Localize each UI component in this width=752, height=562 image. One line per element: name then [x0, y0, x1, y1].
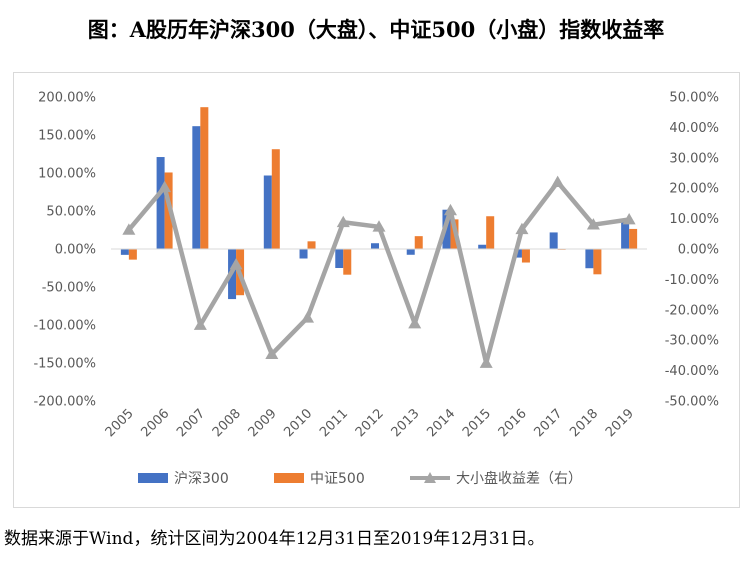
spread-marker [586, 218, 600, 230]
x-tick-label: 2011 [317, 406, 351, 440]
legend-swatch-hs300 [138, 473, 168, 483]
combo-chart: 200.00% 150.00% 100.00% 50.00% 0.00% -50.00% -… [33, 91, 719, 488]
y-left-tick-label: -100.00% [33, 319, 96, 334]
y-left-tick-label: 100.00% [38, 167, 96, 182]
hs300-bar [585, 249, 594, 269]
y-right-tick-label: 0.00% [678, 243, 719, 258]
zz500-bar [271, 149, 280, 249]
y-right-tick-label: -30.00% [665, 334, 719, 349]
zz500-bar [521, 249, 530, 263]
hs300-bar [406, 249, 415, 255]
y-right-tick-label: 30.00% [669, 151, 719, 166]
y-right-tick-label: -40.00% [665, 364, 719, 379]
legend-label-zz500: 中证500 [310, 471, 365, 487]
hs300-bar [513, 249, 522, 258]
hs300-bar [156, 157, 165, 249]
zz500-bar [200, 107, 209, 250]
y-right-tick-label: 50.00% [669, 91, 719, 106]
legend-marker-spread [424, 472, 436, 483]
spread-marker [408, 316, 422, 329]
chart-frame: 200.00% 150.00% 100.00% 50.00% 0.00% -50.00% -… [13, 72, 740, 508]
spread-marker [372, 220, 386, 232]
x-tick-label: 2018 [567, 406, 601, 440]
legend-label-spread: 大小盘收益差（右） [456, 470, 582, 487]
spread-marker [515, 222, 529, 235]
zz500-bar [343, 249, 352, 275]
spread-marker [622, 213, 636, 225]
spread-marker [193, 318, 207, 330]
hs300-bar [299, 249, 308, 259]
spread-marker [229, 258, 243, 270]
zz500-bar [414, 236, 423, 249]
hs300-bar [335, 249, 344, 268]
x-tick-label: 2014 [424, 406, 458, 440]
zz500-bar [128, 249, 137, 260]
x-tick-label: 2016 [496, 406, 530, 440]
zz500-bar [593, 249, 602, 275]
x-tick-label: 2015 [460, 406, 494, 440]
spread-marker [479, 356, 493, 368]
x-tick-label: 2006 [138, 406, 172, 440]
spread-marker [336, 215, 350, 228]
y-right-tick-label: -20.00% [665, 303, 719, 318]
x-tick-label: 2012 [353, 406, 387, 440]
y-right-tick-label: 10.00% [669, 212, 719, 227]
hs300-bar [621, 221, 630, 249]
y-left-tick-label: 50.00% [46, 205, 96, 220]
y-right-tick-label: -50.00% [665, 395, 719, 410]
zz500-bar [629, 228, 638, 249]
hs300-bar [120, 249, 129, 255]
x-tick-label: 2009 [246, 406, 280, 440]
spread-marker [265, 347, 279, 360]
chart-title: 图：A股历年沪深300（大盘）、中证500（小盘）指数收益率 [87, 17, 665, 42]
x-tick-label: 2005 [103, 406, 137, 440]
hs300-bar [478, 244, 487, 249]
y-left-tick-label: -50.00% [42, 281, 96, 296]
y-left-tick-label: 150.00% [38, 129, 96, 144]
x-tick-label: 2017 [531, 406, 565, 440]
x-tick-label: 2008 [210, 406, 244, 440]
x-tick-label: 2013 [389, 406, 423, 440]
hs300-bar [263, 175, 272, 249]
y-right-tick-label: -10.00% [665, 273, 719, 288]
y-right-tick-label: 20.00% [669, 182, 719, 197]
spread-marker [443, 203, 457, 216]
zz500-bar [486, 216, 495, 249]
y-left-tick-label: -200.00% [33, 395, 96, 410]
y-right-tick-label: 40.00% [669, 121, 719, 136]
y-left-tick-label: 200.00% [38, 91, 96, 106]
zz500-bar [307, 241, 316, 249]
hs300-bar [371, 243, 379, 249]
y-left-tick-label: -150.00% [33, 357, 96, 372]
x-tick-label: 2007 [174, 406, 208, 440]
legend-swatch-zz500 [274, 473, 304, 483]
hs300-bar [192, 126, 201, 249]
spread-marker [551, 175, 565, 187]
spread-marker [122, 223, 136, 235]
x-tick-label: 2019 [603, 406, 637, 440]
x-tick-label: 2010 [281, 406, 315, 440]
source-note: 数据来源于Wind，统计区间为2004年12月31日至2019年12月31日。 [4, 529, 545, 549]
legend-label-hs300: 沪深300 [174, 471, 229, 487]
hs300-bar [549, 232, 558, 249]
spread-marker [301, 311, 315, 323]
spread-marker [158, 180, 172, 193]
y-left-tick-label: 0.00% [55, 243, 96, 258]
